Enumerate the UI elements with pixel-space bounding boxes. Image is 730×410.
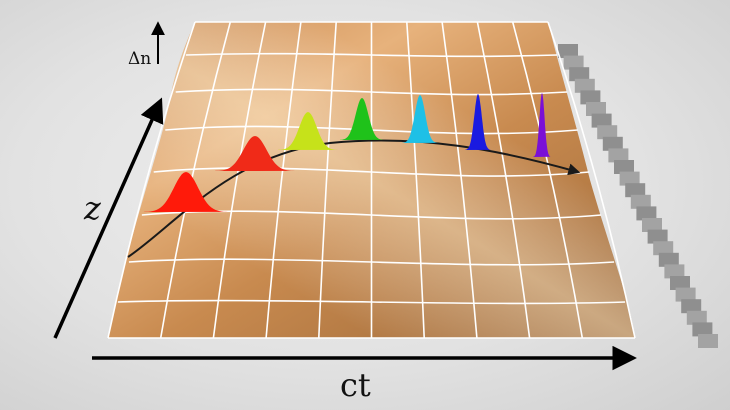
block-step xyxy=(664,264,685,279)
block-step xyxy=(681,299,702,314)
grid-line-vertical xyxy=(107,21,196,339)
yellow-green-pulse xyxy=(278,112,338,150)
block-step xyxy=(647,229,668,244)
block-step xyxy=(580,90,601,105)
cyan-pulse xyxy=(402,95,438,143)
block-step xyxy=(591,113,612,128)
grid-line-vertical xyxy=(406,21,425,339)
block-step xyxy=(602,136,623,151)
grid-line-vertical xyxy=(511,21,584,339)
block-step xyxy=(619,171,640,186)
z-axis-label: z xyxy=(83,189,102,227)
block-step xyxy=(675,287,696,302)
trajectory-arrow xyxy=(127,139,581,258)
grid-line-vertical xyxy=(547,21,636,339)
block-step xyxy=(586,102,606,116)
grid-line-vertical xyxy=(212,21,267,339)
gray-barrier-block xyxy=(558,44,718,348)
surface-grid xyxy=(107,21,636,339)
block-step xyxy=(670,276,690,290)
grid-line-vertical xyxy=(441,21,478,339)
block-step xyxy=(698,334,718,348)
green-pulse xyxy=(340,98,384,140)
block-step xyxy=(642,218,662,232)
violet-pulse xyxy=(533,93,551,157)
block-step xyxy=(569,67,590,82)
block-step xyxy=(614,160,634,174)
grid-line-vertical xyxy=(318,21,337,339)
red-pulse xyxy=(144,172,228,212)
block-step xyxy=(692,322,713,337)
block-step xyxy=(653,241,674,256)
pulse-group xyxy=(144,93,551,212)
blue-pulse xyxy=(465,94,491,150)
block-step xyxy=(558,44,578,58)
block-step xyxy=(686,310,707,325)
delta-n-label: Δn xyxy=(128,49,151,69)
z-axis-arrow xyxy=(53,97,164,339)
block-step xyxy=(658,252,679,267)
block-step xyxy=(608,148,629,163)
grid-line-vertical xyxy=(476,21,531,339)
grid-line-vertical xyxy=(265,21,302,339)
red-orange-pulse xyxy=(215,136,295,171)
block-step xyxy=(625,183,646,198)
block-step xyxy=(574,78,595,93)
block-step xyxy=(636,206,657,221)
ct-axis-label: ct xyxy=(340,366,371,404)
block-step xyxy=(630,194,651,209)
block-step xyxy=(563,55,584,70)
block-step xyxy=(597,125,618,140)
